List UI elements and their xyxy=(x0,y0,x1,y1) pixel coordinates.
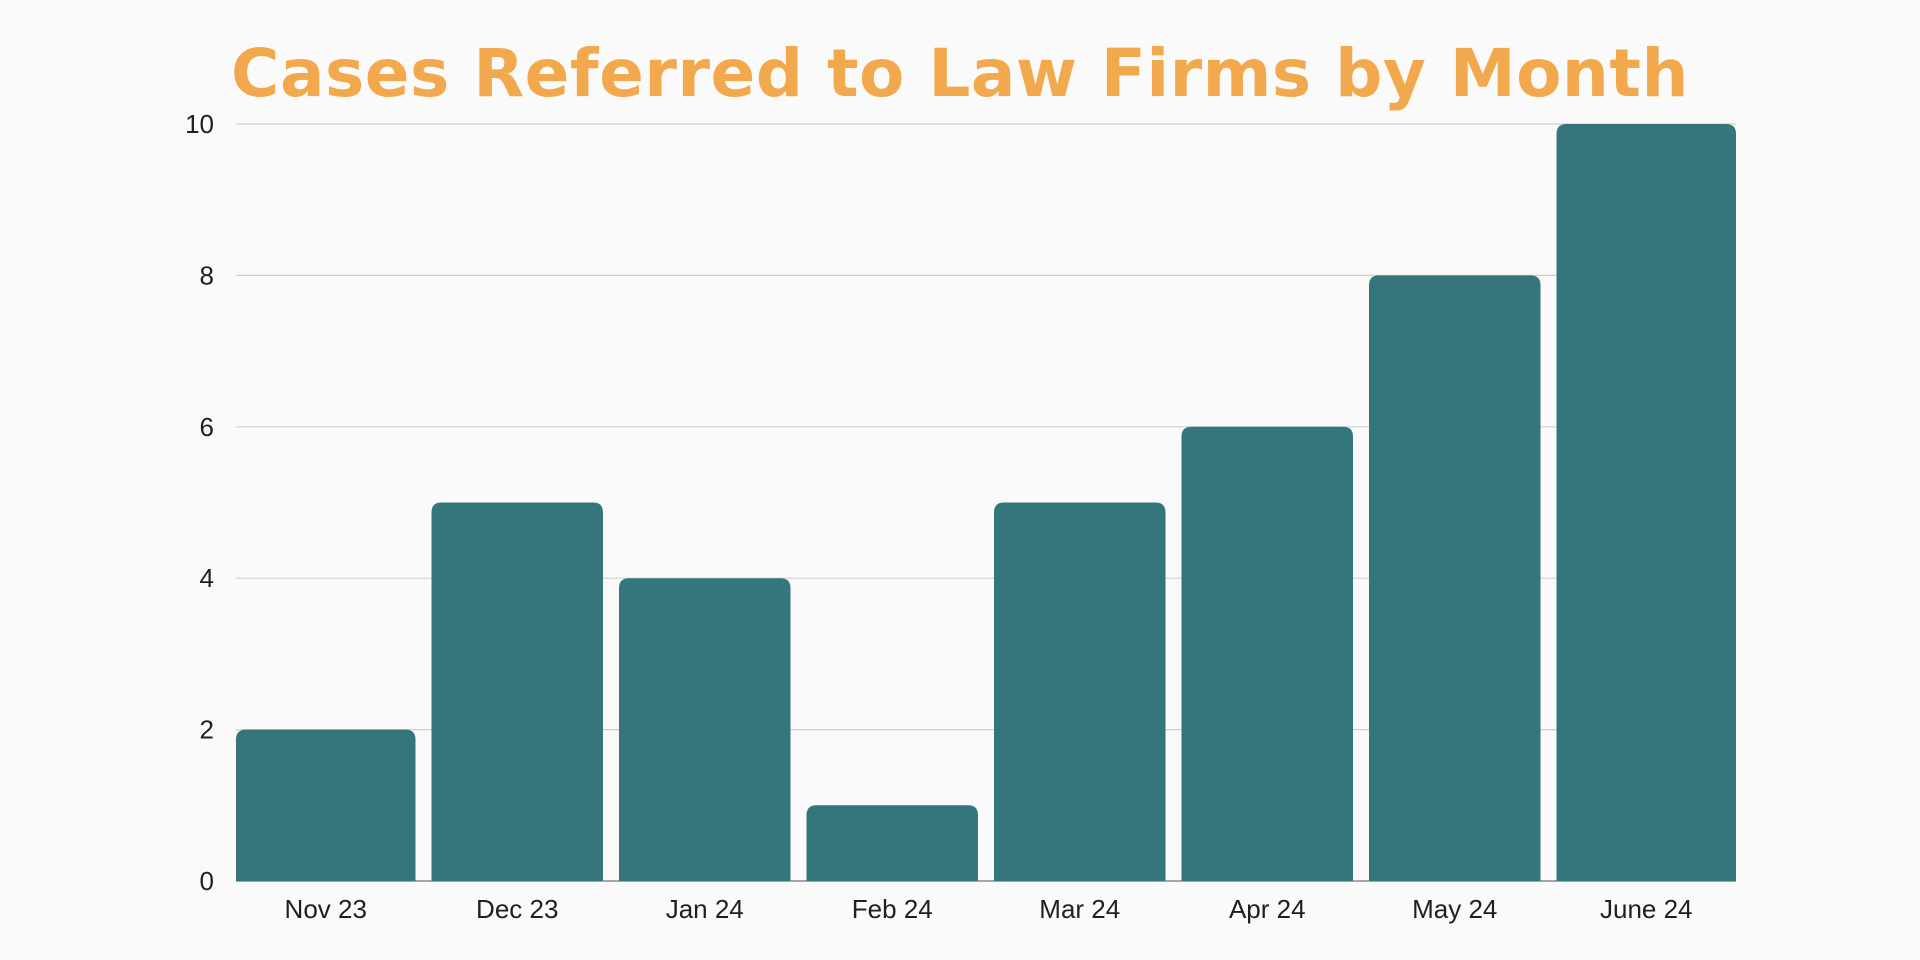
y-tick-label: 8 xyxy=(200,260,214,290)
y-tick-label: 10 xyxy=(185,109,214,139)
bar-dec-23 xyxy=(431,502,603,881)
x-category-label: June 24 xyxy=(1600,894,1693,924)
bars xyxy=(236,124,1736,881)
bar-feb-24 xyxy=(806,805,978,881)
y-tick-label: 6 xyxy=(200,412,214,442)
bar-apr-24 xyxy=(1181,426,1353,881)
bar-nov-23 xyxy=(236,729,416,881)
y-tick-label: 2 xyxy=(200,715,214,745)
x-category-label: Apr 24 xyxy=(1229,894,1306,924)
bar-jan-24 xyxy=(619,578,791,881)
bar-may-24 xyxy=(1369,275,1541,881)
x-category-label: Jan 24 xyxy=(666,894,744,924)
x-category-label: Feb 24 xyxy=(852,894,933,924)
x-category-label: May 24 xyxy=(1412,894,1497,924)
bar-june-24 xyxy=(1556,124,1736,881)
x-category-label: Mar 24 xyxy=(1039,894,1120,924)
chart-title: Cases Referred to Law Firms by Month xyxy=(231,35,1689,112)
x-category-label: Dec 23 xyxy=(476,894,558,924)
y-axis-ticks: 0 2 4 6 8 10 xyxy=(185,109,214,896)
y-tick-label: 4 xyxy=(200,563,214,593)
y-tick-label: 0 xyxy=(200,866,214,896)
x-category-label: Nov 23 xyxy=(285,894,367,924)
bar-mar-24 xyxy=(994,502,1166,881)
x-axis-labels: Nov 23 Dec 23 Jan 24 Feb 24 Mar 24 Apr 24 May … xyxy=(285,894,1693,924)
